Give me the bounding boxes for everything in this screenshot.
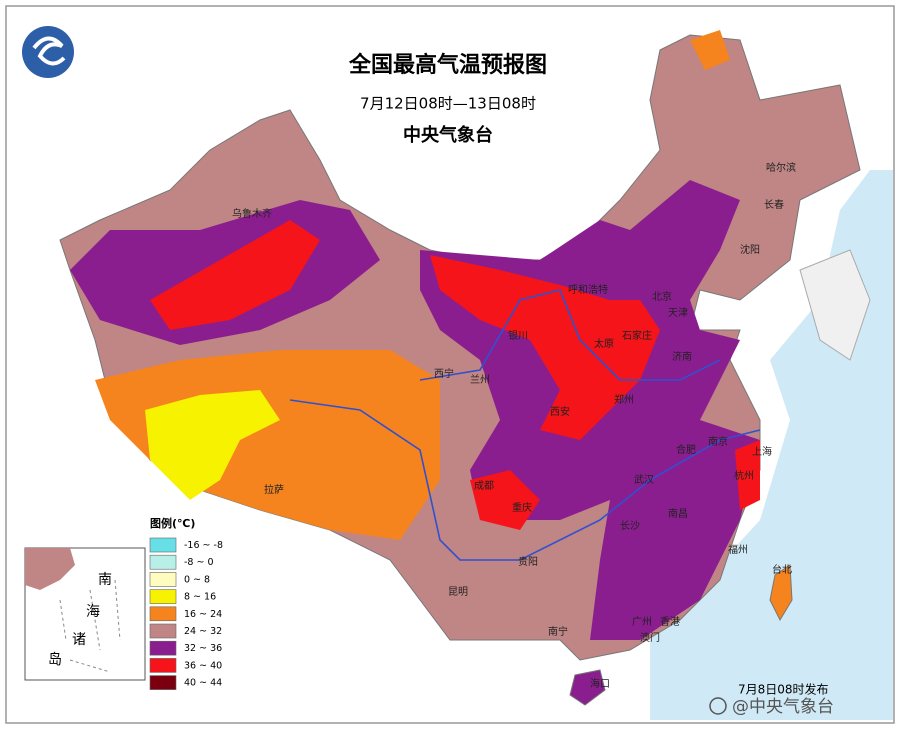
city-label: 台北 <box>772 563 792 576</box>
city-label: 银川 <box>508 329 528 342</box>
release-note: 7月8日08时发布 <box>738 682 829 697</box>
city-label: 天津 <box>668 307 688 319</box>
river-yangtze <box>289 399 761 561</box>
logo <box>22 26 74 78</box>
legend-label: 16 ~ 24 <box>184 609 222 620</box>
river-yellow <box>419 289 721 381</box>
city-label: 太原 <box>594 337 614 350</box>
city-label: 郑州 <box>614 393 634 406</box>
legend-swatch <box>149 623 177 639</box>
city-label: 杭州 <box>734 469 754 482</box>
city-label: 北京 <box>652 290 672 303</box>
city-label: 海口 <box>590 677 610 690</box>
legend-label: 24 ~ 32 <box>184 626 222 637</box>
legend-swatch <box>149 537 177 553</box>
city-label: 济南 <box>672 350 692 363</box>
taiwan <box>769 564 793 622</box>
legend-label: 40 ~ 44 <box>184 678 222 689</box>
legend-swatch <box>149 606 177 622</box>
zone-tarim <box>150 220 320 330</box>
city-label: 沈阳 <box>740 243 760 256</box>
inset-label: 诸 <box>72 632 86 648</box>
legend-label: 32 ~ 36 <box>184 643 222 654</box>
inset-label: 南 <box>98 572 112 588</box>
korea <box>799 249 871 361</box>
inset-land <box>25 548 75 590</box>
city-label: 福州 <box>728 543 748 556</box>
city-label: 乌鲁木齐 <box>232 207 272 220</box>
legend-swatch <box>149 589 177 604</box>
legend-label: -16 ~ -8 <box>184 540 223 551</box>
city-label: 南宁 <box>548 625 568 638</box>
city-label: 广州 <box>632 616 652 628</box>
legend-swatch <box>149 640 177 656</box>
city-label: 成都 <box>474 480 494 492</box>
city-label: 拉萨 <box>264 483 284 496</box>
city-label: 澳门 <box>640 631 660 644</box>
legend-title: 图例(℃) <box>150 516 195 530</box>
legend-swatch <box>149 572 177 587</box>
agency: 中央气象台 <box>403 124 493 146</box>
city-label: 长沙 <box>620 520 640 532</box>
city-label: 昆明 <box>448 586 468 598</box>
zone-mohe <box>690 30 730 70</box>
zone-sichuan <box>470 470 540 530</box>
legend-swatch <box>149 554 177 570</box>
logo-mark <box>32 36 66 66</box>
city-label: 武汉 <box>634 473 654 486</box>
legend-swatch <box>149 658 177 673</box>
zone-yellow <box>145 390 280 500</box>
city-label: 哈尔滨 <box>766 161 796 174</box>
city-label: 长春 <box>764 199 784 211</box>
inset-label: 岛 <box>48 652 62 668</box>
zone-zhejiang <box>735 440 760 510</box>
city-label: 石家庄 <box>622 329 652 342</box>
city-label: 香港 <box>660 616 680 628</box>
weibo-icon <box>709 697 727 715</box>
inset-label: 海 <box>86 604 100 620</box>
city-label: 呼和浩特 <box>568 284 608 296</box>
city-label: 南昌 <box>668 507 688 520</box>
city-label: 西安 <box>550 405 570 418</box>
city-label: 西宁 <box>434 367 454 380</box>
subtitle: 7月12日08时—13日08时 <box>360 95 536 113</box>
legend-label: 8 ~ 16 <box>184 592 216 603</box>
city-label: 重庆 <box>512 501 532 514</box>
inset-border <box>59 579 121 673</box>
zone-tibet <box>95 350 440 540</box>
city-label: 合肥 <box>676 443 696 456</box>
hainan <box>569 669 606 706</box>
legend: 图例(℃) -16 ~ -8 -8 ~ 0 0 ~ 8 8 ~ 16 16 ~ 24 24… <box>149 516 223 690</box>
legend-label: -8 ~ 0 <box>184 557 214 568</box>
city-label: 南京 <box>708 435 728 448</box>
legend-label: 36 ~ 40 <box>184 660 222 671</box>
city-label: 上海 <box>752 445 772 458</box>
legend-swatch <box>149 675 177 690</box>
legend-label: 0 ~ 8 <box>184 574 210 585</box>
title: 全国最高气温预报图 <box>348 52 547 78</box>
city-label: 贵阳 <box>518 555 538 568</box>
zone-north <box>430 255 660 440</box>
watermark: @中央气象台 <box>732 697 834 717</box>
city-label: 兰州 <box>470 373 490 386</box>
